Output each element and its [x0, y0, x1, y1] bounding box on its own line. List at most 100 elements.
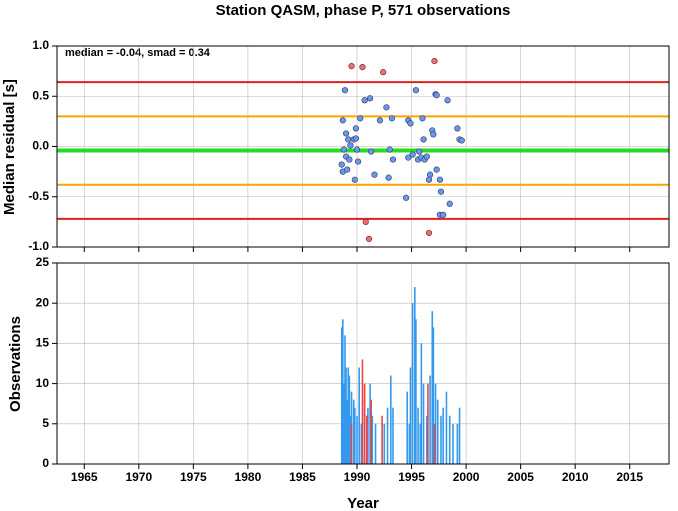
x-tick-label: 1985: [289, 470, 316, 484]
y-tick-label: 10: [36, 376, 50, 390]
bar: [356, 415, 358, 464]
bar: [342, 319, 344, 464]
point: [402, 194, 410, 201]
bar: [431, 311, 434, 464]
bar: [346, 399, 348, 464]
bar: [429, 375, 431, 464]
bar: [358, 367, 360, 464]
bar: [383, 423, 386, 464]
point: [354, 158, 362, 165]
point: [405, 154, 412, 161]
y-tick-label: 15: [36, 336, 50, 350]
point: [376, 117, 384, 124]
bar: [432, 327, 435, 464]
point: [342, 130, 350, 137]
x-tick-label: 1980: [235, 470, 262, 484]
y-tick-label: 20: [36, 295, 50, 309]
plot-frame: [56, 262, 670, 465]
point: [383, 104, 390, 111]
bar: [352, 399, 355, 464]
bar: [344, 335, 346, 464]
bar: [349, 415, 352, 464]
bar: [354, 407, 356, 464]
y-tick-label: 0.5: [32, 88, 49, 102]
bar: [381, 415, 383, 464]
point: [353, 146, 361, 153]
point: [338, 161, 345, 168]
x-tick-label: 2015: [616, 470, 643, 484]
bar: [386, 407, 389, 464]
bar: [426, 415, 428, 464]
x-tick-label: 1990: [344, 470, 371, 484]
bar: [409, 367, 412, 464]
bar: [348, 375, 351, 464]
bar: [442, 407, 444, 464]
point: [431, 57, 438, 65]
point: [352, 125, 360, 132]
point: [444, 97, 451, 104]
bar: [343, 383, 345, 464]
bar: [420, 343, 423, 464]
point: [365, 235, 373, 243]
point: [416, 148, 423, 155]
y-tick-label: -1.0: [28, 239, 49, 253]
bar: [370, 399, 372, 464]
bar: [419, 423, 422, 464]
bar: [408, 423, 411, 464]
bar: [415, 319, 417, 464]
x-tick-label: 1995: [398, 470, 425, 484]
point: [419, 115, 426, 122]
point: [362, 218, 369, 225]
y-tick-label: 5: [42, 416, 49, 430]
bar: [434, 383, 437, 464]
point: [340, 146, 348, 153]
point: [437, 188, 445, 195]
y-axis-label: Observations: [7, 316, 24, 412]
point: [366, 95, 374, 102]
y-tick-label: 0.0: [32, 139, 49, 153]
bar: [345, 367, 347, 464]
x-tick-label: 1970: [125, 470, 152, 484]
y-tick-label: 25: [36, 255, 50, 269]
point: [454, 125, 461, 132]
point: [352, 135, 360, 142]
point: [446, 200, 453, 207]
bar: [369, 383, 371, 464]
point: [357, 115, 364, 122]
plot-frame: [56, 45, 670, 248]
annotation: median = -0.04, smad = 0.34: [65, 47, 211, 59]
point: [433, 92, 440, 99]
bar: [433, 423, 436, 464]
bar: [371, 415, 374, 464]
point: [368, 148, 375, 155]
bar: [414, 287, 416, 464]
bar: [440, 415, 442, 464]
bar: [340, 327, 343, 464]
point: [361, 97, 368, 104]
bar: [374, 423, 377, 464]
bar: [436, 399, 439, 464]
point: [380, 69, 387, 76]
x-tick-label: 1975: [180, 470, 207, 484]
bar: [427, 383, 429, 464]
point: [436, 176, 444, 183]
bar: [360, 423, 363, 464]
point: [359, 64, 366, 71]
x-tick-label: 1965: [71, 470, 98, 484]
point: [386, 146, 393, 153]
point: [345, 136, 352, 143]
x-tick-label: 2005: [507, 470, 534, 484]
bar: [445, 391, 448, 464]
bar: [456, 423, 459, 464]
point: [339, 117, 346, 124]
point: [346, 156, 353, 163]
bar: [417, 407, 419, 464]
point: [433, 166, 440, 173]
point: [425, 176, 433, 183]
point: [409, 151, 416, 158]
point: [389, 156, 397, 163]
point: [426, 171, 434, 178]
point: [348, 62, 355, 70]
point: [420, 136, 427, 143]
